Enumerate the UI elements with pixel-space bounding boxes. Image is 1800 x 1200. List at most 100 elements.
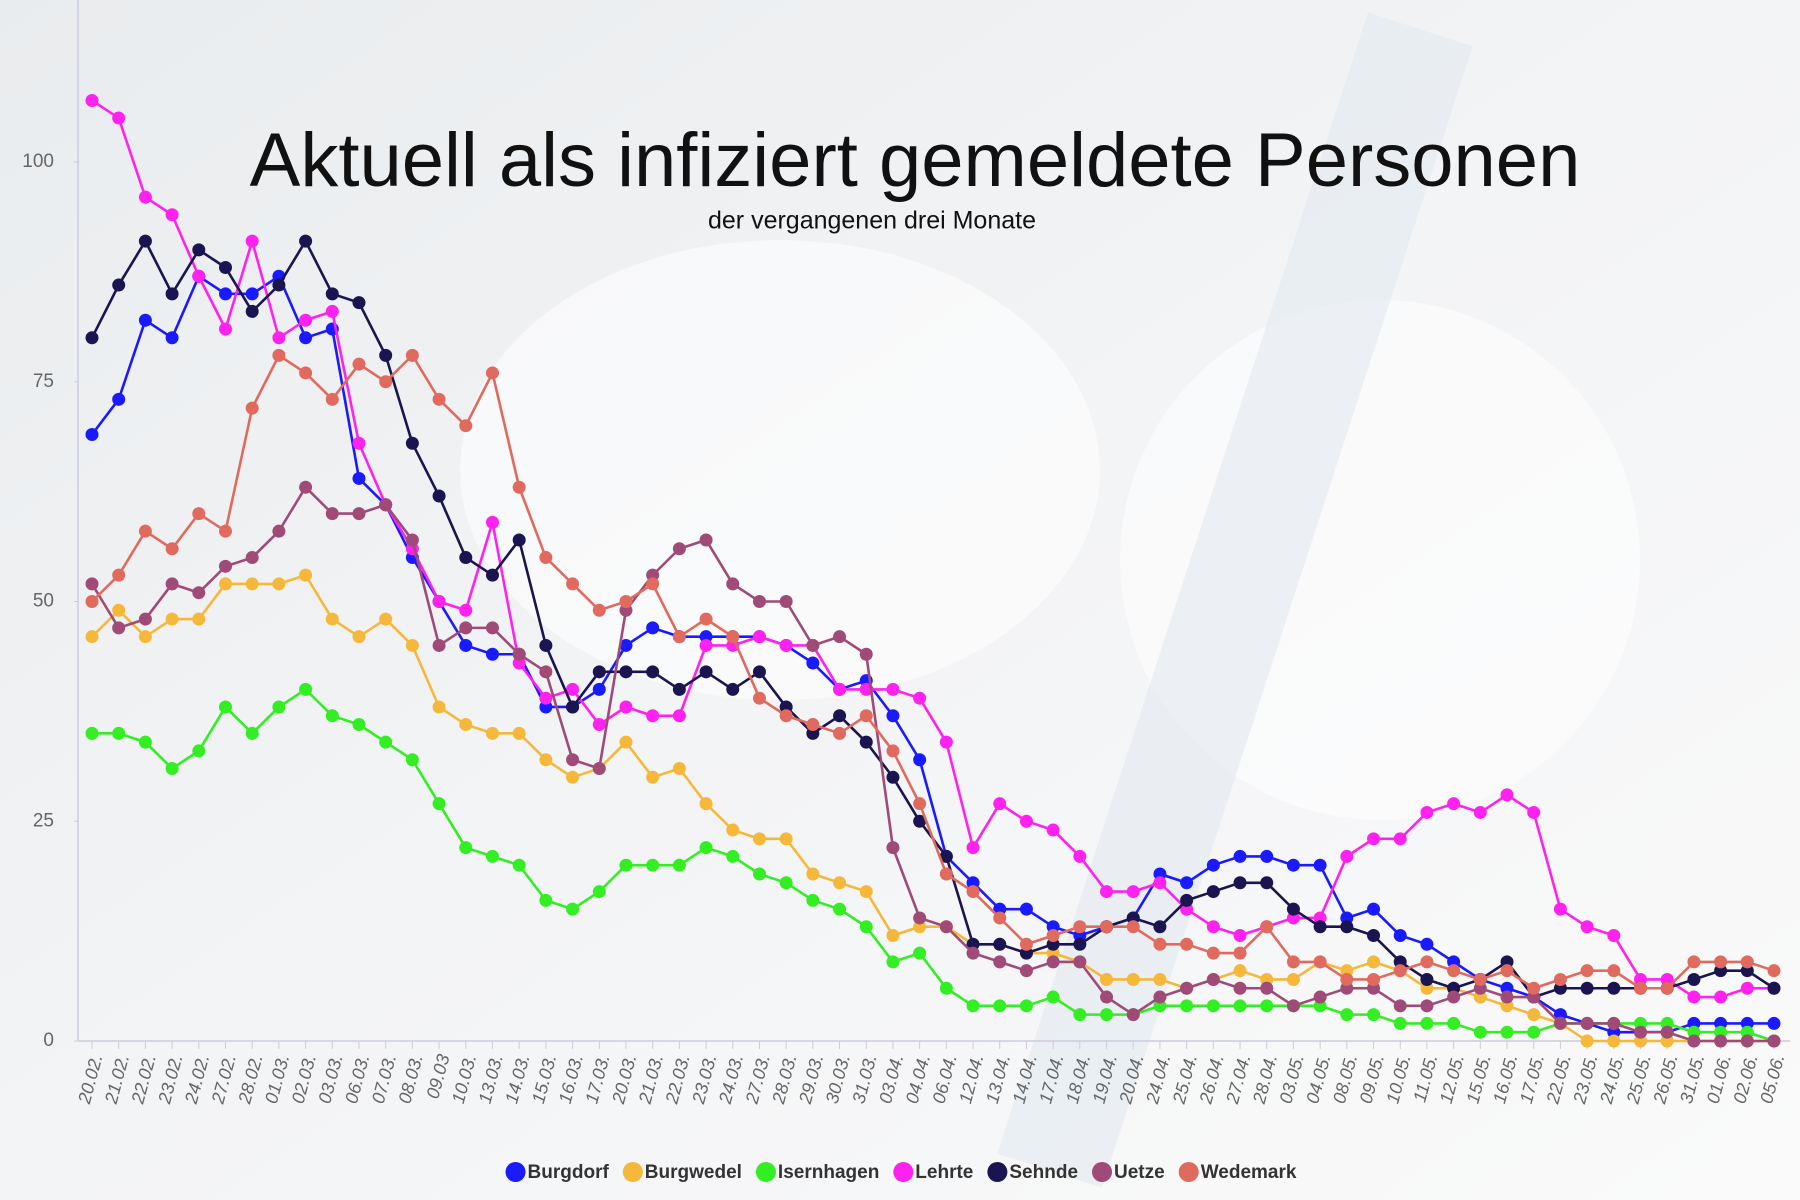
data-point xyxy=(726,823,740,837)
data-point xyxy=(1153,876,1167,890)
data-point xyxy=(1286,999,1300,1013)
data-point xyxy=(752,867,766,881)
data-point xyxy=(1393,999,1407,1013)
data-point xyxy=(405,638,419,652)
data-point xyxy=(539,691,553,705)
data-point xyxy=(1233,876,1247,890)
data-point xyxy=(752,665,766,679)
data-point xyxy=(245,287,259,301)
data-point xyxy=(1367,832,1381,846)
data-point xyxy=(138,313,152,327)
data-point xyxy=(1580,981,1594,995)
legend-label: Wedemark xyxy=(1201,1162,1297,1183)
data-point xyxy=(699,612,713,626)
data-point xyxy=(352,507,366,521)
data-point xyxy=(379,348,393,362)
data-point xyxy=(1073,1008,1087,1022)
chart-subtitle: der vergangenen drei Monate xyxy=(708,207,1036,235)
legend-label: Burgdorf xyxy=(528,1162,610,1183)
legend: Burgdorf Burgwedel Isernhagen Lehrte Sehnde U… xyxy=(505,1162,1297,1183)
data-point xyxy=(325,507,339,521)
data-point xyxy=(1714,955,1728,969)
data-point xyxy=(1100,990,1114,1004)
data-point xyxy=(1607,964,1621,978)
series-line xyxy=(91,99,1774,999)
data-point xyxy=(1634,981,1648,995)
legend-label: Isernhagen xyxy=(778,1162,879,1183)
data-point xyxy=(566,753,580,767)
series-line xyxy=(91,353,1775,990)
data-point xyxy=(1233,849,1247,863)
data-point xyxy=(432,392,446,406)
data-point xyxy=(1527,981,1541,995)
data-point xyxy=(138,524,152,538)
data-point xyxy=(1393,1016,1407,1030)
data-point xyxy=(1286,972,1300,986)
data-point xyxy=(859,885,873,899)
data-point xyxy=(1553,1016,1567,1030)
data-point xyxy=(485,621,499,635)
data-point xyxy=(165,612,179,626)
data-point xyxy=(1260,849,1274,863)
data-point xyxy=(85,427,99,441)
data-point xyxy=(1286,858,1300,872)
data-point xyxy=(218,260,232,274)
data-point xyxy=(619,858,633,872)
data-point xyxy=(806,656,820,670)
data-point xyxy=(1527,1008,1541,1022)
data-point xyxy=(1607,929,1621,943)
data-point xyxy=(1420,999,1434,1013)
data-point xyxy=(913,946,927,960)
legend-label: Lehrte xyxy=(915,1162,973,1183)
data-point xyxy=(1607,1016,1621,1030)
series-line xyxy=(90,485,1774,1043)
legend-marker xyxy=(755,1162,776,1182)
data-point xyxy=(1367,902,1381,916)
data-point xyxy=(1340,920,1354,934)
data-point xyxy=(1367,1008,1381,1022)
data-point xyxy=(672,630,686,644)
data-point xyxy=(1073,955,1087,969)
data-point xyxy=(939,981,953,995)
data-point xyxy=(192,507,206,521)
data-point xyxy=(566,902,580,916)
data-point xyxy=(1046,955,1060,969)
data-point xyxy=(1767,1034,1781,1048)
data-point xyxy=(1420,1016,1434,1030)
data-point xyxy=(699,638,713,652)
data-point xyxy=(619,735,633,749)
data-point xyxy=(859,920,873,934)
data-point xyxy=(459,603,473,617)
data-point xyxy=(833,726,847,740)
data-point xyxy=(993,999,1007,1013)
data-point xyxy=(299,568,313,582)
legend-label: Burgwedel xyxy=(645,1162,742,1183)
y-tick-label: 75 xyxy=(33,371,54,392)
legend-marker xyxy=(622,1162,643,1182)
data-point xyxy=(1500,990,1514,1004)
legend-marker xyxy=(1178,1162,1199,1182)
data-point xyxy=(485,568,499,582)
data-point xyxy=(138,735,152,749)
data-point xyxy=(512,858,526,872)
legend-marker xyxy=(505,1162,526,1182)
data-point xyxy=(245,551,259,565)
data-point xyxy=(886,955,900,969)
data-point xyxy=(646,709,660,723)
data-point xyxy=(192,269,206,283)
data-point xyxy=(352,357,366,371)
data-point xyxy=(379,498,393,512)
data-point xyxy=(592,762,606,776)
data-point xyxy=(539,551,553,565)
data-point xyxy=(1233,999,1247,1013)
data-point xyxy=(432,595,446,608)
data-point xyxy=(1740,981,1754,995)
data-point xyxy=(619,595,633,608)
data-point xyxy=(1740,955,1754,969)
data-point xyxy=(485,515,499,529)
data-point xyxy=(1046,823,1060,837)
series-line xyxy=(90,274,1774,1034)
data-point xyxy=(165,762,179,776)
data-point xyxy=(1500,1025,1514,1039)
